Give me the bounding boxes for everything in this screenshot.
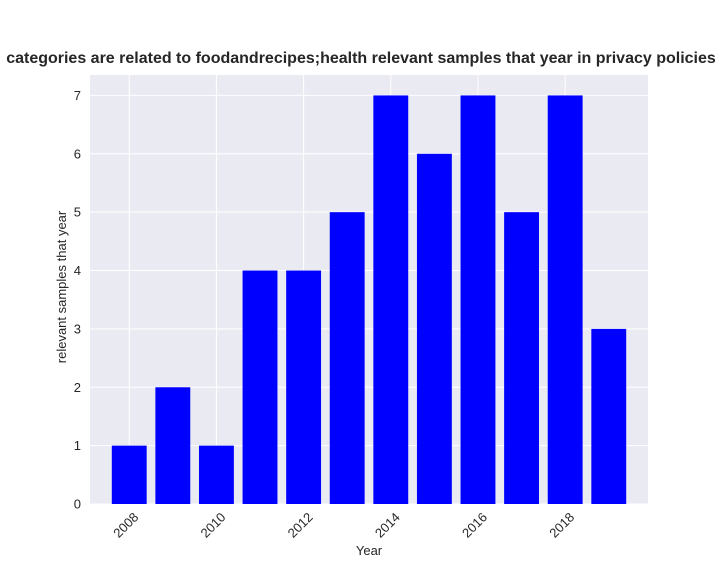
y-tick-labels: 0 1 2 3 4 5 6 7	[74, 88, 81, 512]
y-tick-label: 0	[74, 497, 81, 512]
y-tick-label: 2	[74, 380, 81, 395]
y-tick-label: 4	[74, 263, 81, 278]
bar-2014	[373, 95, 409, 504]
bars	[111, 95, 627, 505]
bar-2019	[591, 328, 627, 504]
bar-2017	[504, 212, 540, 504]
x-tick-label: 2012	[285, 510, 316, 541]
y-tick-label: 6	[74, 146, 81, 161]
chart-title: categories are related to foodandrecipes…	[6, 50, 716, 67]
x-tick-labels: 2008 2010 2012 2014 2016 2018	[110, 510, 577, 541]
x-tick-label: 2010	[197, 510, 228, 541]
bar-2018	[547, 95, 583, 504]
x-tick-label: 2018	[546, 510, 577, 541]
bar-2008	[111, 445, 147, 504]
bar-2013	[329, 212, 365, 504]
y-axis-label: relevant samples that year	[54, 210, 69, 363]
x-tick-label: 2008	[110, 510, 141, 541]
y-tick-label: 1	[74, 438, 81, 453]
bar-2015	[416, 153, 452, 505]
bar-2011	[242, 270, 278, 504]
y-tick-label: 7	[74, 88, 81, 103]
bar-2010	[198, 445, 234, 504]
bar-2009	[155, 387, 191, 504]
bar-2012	[286, 270, 322, 504]
y-tick-label: 5	[74, 205, 81, 220]
bar-2016	[460, 95, 496, 504]
x-tick-label: 2014	[372, 510, 403, 541]
y-tick-label: 3	[74, 321, 81, 336]
x-tick-label: 2016	[459, 510, 490, 541]
x-axis-label: Year	[356, 543, 383, 558]
